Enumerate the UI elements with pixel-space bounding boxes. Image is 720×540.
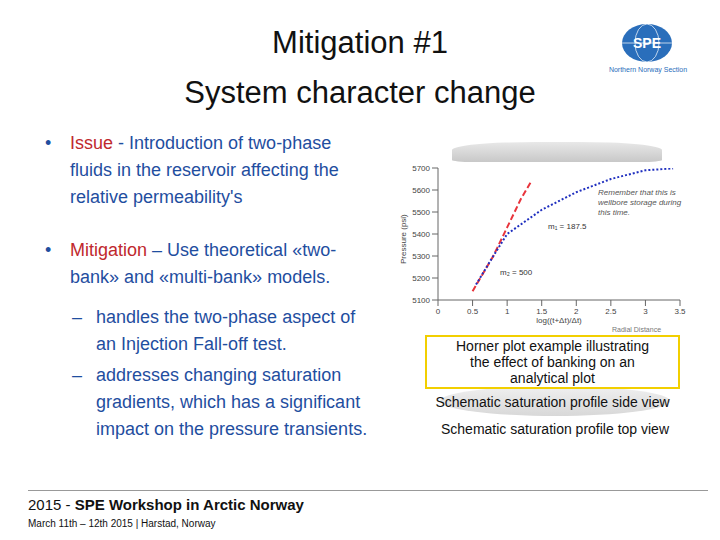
html-text:Northern Norway Section: Northern Norway Section <box>608 66 688 73</box>
html-text:impact on the pressure transie: impact on the pressure transients. <box>96 419 368 439</box>
html-text:gradients, which has a signifi: gradients, which has a significant <box>96 392 361 412</box>
svg-text:5700: 5700 <box>412 164 430 173</box>
html-text:System character change: System character change <box>184 75 536 110</box>
html-text:Radial Distance: Radial Distance <box>612 326 661 333</box>
html-text:the effect of banking on an: the effect of banking on an <box>470 354 635 370</box>
svg-text:Pressure (psi): Pressure (psi) <box>399 214 408 264</box>
html-text:Horner plot example illustrati: Horner plot example illustrating <box>456 338 649 354</box>
html-text:Schematic saturation profile t: Schematic saturation profile top view <box>441 421 669 437</box>
html-text:Remember that this is wellbore: Remember that this is wellbore storage d… <box>598 188 682 217</box>
svg-text:0.5: 0.5 <box>467 307 479 316</box>
html-text:addresses changing saturation: addresses changing saturation <box>96 365 342 385</box>
svg-text:5100: 5100 <box>412 296 430 305</box>
html-text:Mitigation – Use theoretical «: Mitigation – Use theoretical «two- <box>70 240 337 260</box>
html-text:March 11th – 12th 2015 | Harst: March 11th – 12th 2015 | Harstad, Norway <box>28 518 216 529</box>
svg-text:5600: 5600 <box>412 186 430 195</box>
html-text:relative permeability's: relative permeability's <box>70 187 243 207</box>
svg-text:SPE: SPE <box>633 35 661 51</box>
svg-text:3.5: 3.5 <box>674 307 686 316</box>
svg-text:2.5: 2.5 <box>605 307 617 316</box>
html-text:bank» and «multi-bank» models.: bank» and «multi-bank» models. <box>70 267 331 287</box>
svg-text:5500: 5500 <box>412 208 430 217</box>
svg-text:2: 2 <box>574 307 579 316</box>
svg-text:3: 3 <box>643 307 648 316</box>
svg-text:5400: 5400 <box>412 230 430 239</box>
html-text:Schematic saturation profile s: Schematic saturation profile side view <box>435 394 670 410</box>
html-text:Mitigation #1: Mitigation #1 <box>272 25 448 60</box>
svg-text:5200: 5200 <box>412 274 430 283</box>
svg-text:0: 0 <box>436 307 441 316</box>
html-text:an Injection Fall-off test.: an Injection Fall-off test. <box>96 334 287 354</box>
html-text:fluids in the reservoir affect: fluids in the reservoir affecting the <box>70 160 339 180</box>
svg-text:1: 1 <box>505 307 510 316</box>
html-text:analytical plot: analytical plot <box>510 370 595 386</box>
html-text:m₂ = 500: m₂ = 500 <box>500 268 533 277</box>
html-text:2015 - SPE Workshop in Arctic: 2015 - SPE Workshop in Arctic Norway <box>28 496 304 513</box>
svg-text:log((t+Δt)/Δt): log((t+Δt)/Δt) <box>536 316 582 325</box>
html-text:Issue - Introduction of two-ph: Issue - Introduction of two-phase <box>70 133 332 153</box>
html-text:handles the two-phase aspect o: handles the two-phase aspect of <box>96 307 356 327</box>
svg-text:1.5: 1.5 <box>536 307 548 316</box>
svg-text:5300: 5300 <box>412 252 430 261</box>
html-text:m₁ = 187.5: m₁ = 187.5 <box>548 222 587 231</box>
